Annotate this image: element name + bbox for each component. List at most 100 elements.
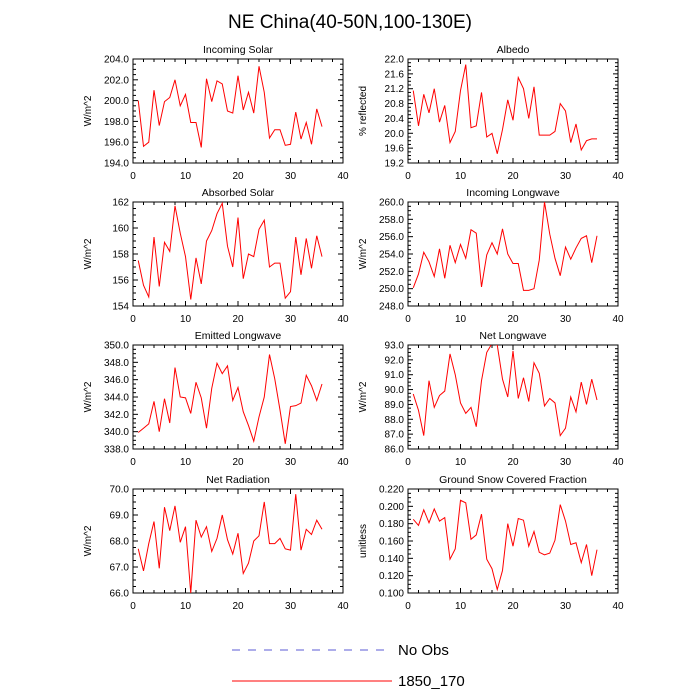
x-tick-label: 0 <box>130 601 136 612</box>
y-tick-label: 260.0 <box>379 198 404 209</box>
y-tick-label: 90.0 <box>385 385 405 396</box>
y-tick-label: 200.0 <box>104 96 129 107</box>
x-tick-label: 40 <box>337 171 349 182</box>
x-tick-label: 30 <box>285 171 297 182</box>
y-tick-label: 156 <box>112 276 129 287</box>
series-line <box>137 354 323 444</box>
y-tick-label: 0.100 <box>379 589 404 600</box>
x-tick-label: 10 <box>180 601 192 612</box>
y-tick-label: 248.0 <box>379 302 404 313</box>
panel-title: Incoming Solar <box>203 44 274 56</box>
y-tick-label: 204.0 <box>104 55 129 66</box>
series-line <box>137 66 323 148</box>
x-tick-label: 10 <box>455 601 467 612</box>
y-tick-label: 254.0 <box>379 250 404 261</box>
x-tick-label: 0 <box>405 601 411 612</box>
x-tick-label: 30 <box>560 601 572 612</box>
y-tick-label: 68.0 <box>110 537 130 548</box>
y-tick-label: 154 <box>112 302 129 313</box>
plot-frame <box>407 58 619 164</box>
y-tick-label: 0.160 <box>379 537 404 548</box>
x-tick-label: 20 <box>507 314 519 325</box>
series-line <box>412 64 597 154</box>
x-tick-label: 10 <box>455 457 467 468</box>
y-tick-label: 344.0 <box>104 393 129 404</box>
y-tick-label: 20.4 <box>385 114 405 125</box>
x-tick-label: 10 <box>180 314 192 325</box>
x-tick-label: 30 <box>560 314 572 325</box>
y-tick-label: 66.0 <box>110 589 130 600</box>
y-tick-label: 252.0 <box>379 267 404 278</box>
plot-frame <box>407 344 619 450</box>
panel-title: Incoming Longwave <box>466 187 560 199</box>
series-line <box>137 202 323 300</box>
plot-frame <box>407 488 619 594</box>
panel-grid: Incoming Solar 0 10 20 30 40 194.0 196.0 198.0 20… <box>83 44 624 612</box>
y-tick-label: 0.120 <box>379 571 404 582</box>
x-tick-label: 20 <box>232 171 244 182</box>
y-tick-label: 160 <box>112 224 129 235</box>
y-tick-label: 158 <box>112 250 129 261</box>
panel-title: Ground Snow Covered Fraction <box>439 474 587 486</box>
y-axis-label: W/m^2 <box>358 238 369 269</box>
y-tick-label: 86.0 <box>385 445 405 456</box>
x-tick-label: 40 <box>612 171 624 182</box>
y-tick-label: 258.0 <box>379 215 404 226</box>
legend-label-model: 1850_170 <box>398 673 465 690</box>
panel-title: Net Radiation <box>206 474 270 486</box>
y-tick-label: 348.0 <box>104 358 129 369</box>
x-tick-label: 10 <box>180 171 192 182</box>
panel-title: Net Longwave <box>479 330 546 342</box>
y-tick-label: 338.0 <box>104 445 129 456</box>
y-tick-label: 202.0 <box>104 75 129 86</box>
x-tick-label: 20 <box>232 601 244 612</box>
x-tick-label: 30 <box>285 314 297 325</box>
y-axis-label: unitless <box>358 524 369 558</box>
y-tick-label: 350.0 <box>104 341 129 352</box>
series-line <box>412 345 598 437</box>
legend-label-no-obs: No Obs <box>398 642 449 659</box>
chart-panel: Albedo 0 10 20 30 40 19.2 19.6 20.0 20.4 20.8 21.2 2… <box>358 44 624 182</box>
chart-panel: Emitted Longwave 0 10 20 30 40 338.0 340.0 342.0… <box>83 330 349 468</box>
plot-frame <box>132 488 344 594</box>
plot-frame <box>407 201 619 307</box>
y-tick-label: 0.220 <box>379 485 404 496</box>
y-axis-label: W/m^2 <box>83 238 94 269</box>
x-tick-label: 40 <box>612 314 624 325</box>
y-tick-label: 22.0 <box>385 55 405 66</box>
series-line <box>137 494 323 593</box>
x-tick-label: 20 <box>232 457 244 468</box>
x-tick-label: 20 <box>507 457 519 468</box>
x-tick-label: 30 <box>560 171 572 182</box>
x-tick-label: 10 <box>180 457 192 468</box>
y-axis-label: W/m^2 <box>83 381 94 412</box>
x-tick-label: 40 <box>337 601 349 612</box>
x-tick-label: 40 <box>612 601 624 612</box>
chart-panel: Net Longwave 0 10 20 30 40 86.0 87.0 88.0 89.0 90.… <box>358 330 624 468</box>
x-tick-label: 10 <box>455 171 467 182</box>
x-tick-label: 0 <box>130 457 136 468</box>
y-tick-label: 196.0 <box>104 138 129 149</box>
y-tick-label: 0.140 <box>379 554 404 565</box>
y-axis-label: W/m^2 <box>83 525 94 556</box>
x-tick-label: 0 <box>130 314 136 325</box>
x-tick-label: 10 <box>455 314 467 325</box>
y-tick-label: 70.0 <box>110 485 130 496</box>
x-tick-label: 40 <box>337 314 349 325</box>
chart-panel: Absorbed Solar 0 10 20 30 40 154 156 158 160 162 W/… <box>83 187 349 325</box>
chart-panel: Incoming Longwave 0 10 20 30 40 248.0 250.0 252.… <box>358 187 624 325</box>
y-tick-label: 67.0 <box>110 563 130 574</box>
panel-title: Emitted Longwave <box>195 330 282 342</box>
y-tick-label: 250.0 <box>379 284 404 295</box>
y-tick-label: 92.0 <box>385 355 405 366</box>
y-tick-label: 21.6 <box>385 69 405 80</box>
x-tick-label: 40 <box>337 457 349 468</box>
figure-title: NE China(40-50N,100-130E) <box>228 12 472 33</box>
y-tick-label: 198.0 <box>104 117 129 128</box>
chart-panel: Incoming Solar 0 10 20 30 40 194.0 196.0 198.0 20… <box>83 44 349 182</box>
x-tick-label: 40 <box>612 457 624 468</box>
y-tick-label: 20.0 <box>385 129 405 140</box>
y-tick-label: 0.200 <box>379 502 404 513</box>
y-tick-label: 19.6 <box>385 144 405 155</box>
